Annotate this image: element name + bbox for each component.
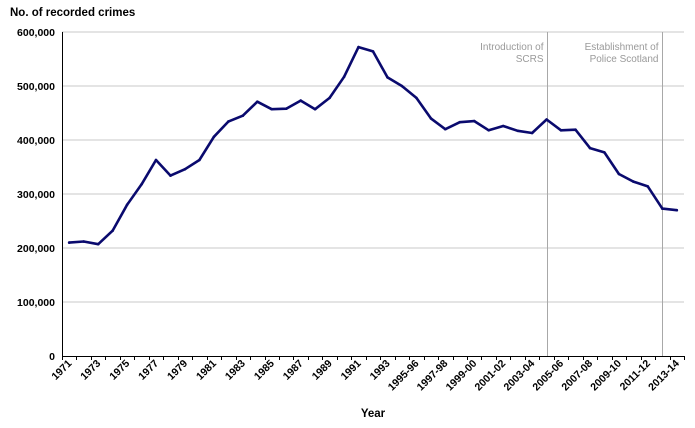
gridlines	[62, 31, 684, 303]
x-tick-label: 1987	[281, 358, 306, 383]
x-tick-label: 1983	[223, 358, 248, 383]
x-tick-label: 2013-14	[646, 358, 682, 394]
data-point	[501, 124, 505, 128]
data-point	[516, 129, 519, 133]
data-point	[284, 107, 288, 110]
x-tick-label: 1975	[107, 358, 132, 383]
x-tick-label: 1981	[194, 358, 219, 383]
data-point	[646, 185, 650, 188]
x-tick-label: 1989	[310, 358, 335, 383]
y-tick-label: 400,000	[17, 135, 55, 147]
y-tick-label: 600,000	[17, 27, 55, 39]
data-point	[154, 158, 158, 162]
data-point	[661, 207, 664, 210]
data-point	[255, 100, 259, 103]
x-tick-label: 2007-08	[559, 358, 595, 394]
data-point	[603, 151, 606, 154]
data-point	[415, 96, 418, 100]
data-point	[198, 158, 201, 162]
x-tick-label: 1985	[252, 358, 277, 383]
x-tick-label: 2005-06	[530, 358, 566, 394]
y-tick-label: 300,000	[17, 189, 55, 201]
data-point	[530, 131, 534, 135]
data-point	[111, 229, 114, 232]
x-tick-label: 1995-96	[386, 358, 422, 394]
data-point	[183, 167, 187, 171]
data-point	[632, 180, 635, 183]
data-point	[386, 76, 389, 79]
data-point	[227, 120, 230, 123]
data-point	[169, 174, 172, 177]
x-tick-label: 1973	[78, 358, 103, 383]
data-point	[400, 84, 404, 88]
data-point	[675, 208, 679, 212]
data-point	[458, 120, 462, 124]
annotation-label: Establishment of	[585, 42, 659, 53]
y-tick-label: 100,000	[17, 297, 55, 309]
data-point	[371, 50, 375, 53]
y-axis-title: No. of recorded crimes	[10, 7, 135, 19]
x-tick-label: 1997-98	[415, 358, 451, 394]
data-point	[473, 119, 476, 123]
data-point	[313, 107, 317, 111]
data-point	[299, 99, 303, 102]
x-tick-label: 2001-02	[473, 358, 509, 394]
x-tick-label: 1999-00	[444, 358, 480, 394]
data-point	[270, 107, 274, 111]
y-tick-labels: 0 100,000 200,000 300,000 400,000 500,000 600,…	[17, 27, 55, 363]
annotation-label: Introduction of	[480, 42, 544, 53]
data-point	[617, 172, 621, 176]
x-tick-label: 1993	[368, 358, 393, 383]
data-point	[328, 96, 331, 100]
data-point	[357, 45, 360, 49]
data-point	[559, 129, 563, 132]
y-tick-label: 500,000	[17, 81, 55, 93]
data-point	[125, 203, 129, 207]
y-tick-label: 200,000	[17, 243, 55, 255]
data-point	[82, 240, 85, 243]
data-point	[574, 128, 577, 131]
data-point	[212, 135, 216, 139]
y-tick-label: 0	[49, 351, 55, 363]
data-point	[444, 127, 447, 131]
x-tick-label: 1979	[165, 358, 190, 383]
x-tick-label: 1977	[136, 358, 161, 383]
annotation-label: Police Scotland	[590, 54, 659, 65]
data-point	[545, 118, 548, 121]
x-tick-label: 1991	[339, 358, 364, 383]
series-line	[67, 45, 679, 246]
x-tick-label: 2003-04	[501, 358, 537, 394]
data-point	[241, 114, 245, 117]
data-point	[429, 117, 433, 120]
x-axis-title: Year	[361, 408, 386, 420]
series-layer	[67, 45, 679, 246]
data-point	[96, 242, 100, 246]
data-point	[487, 129, 491, 132]
data-point	[342, 75, 346, 79]
data-point	[140, 183, 143, 186]
annotation-label: SCRS	[516, 54, 544, 65]
data-point	[67, 241, 71, 244]
data-point	[588, 146, 592, 150]
x-tick-label: 2009-10	[588, 358, 624, 394]
